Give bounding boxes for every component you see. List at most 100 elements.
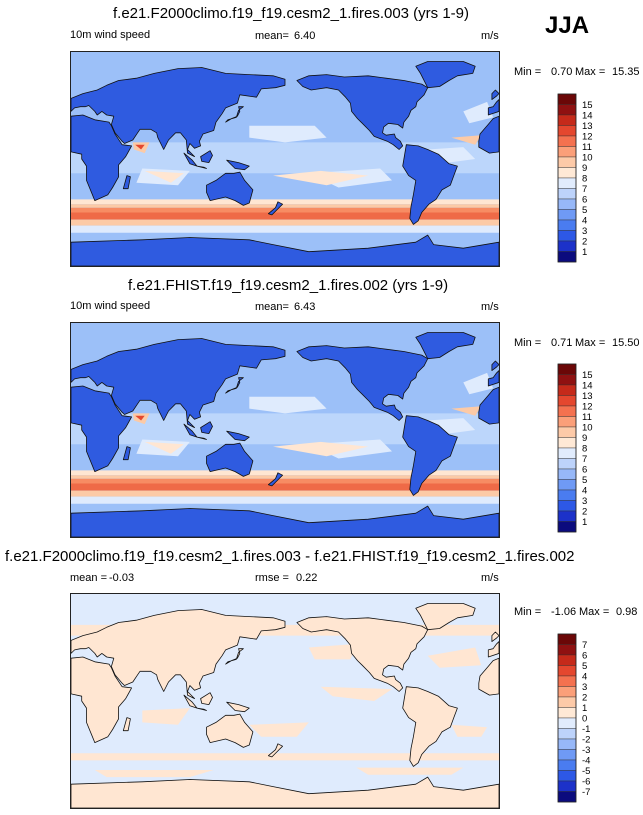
panel-2-min-value: 0.71 [551, 337, 573, 349]
panel-2-landmass [415, 332, 476, 360]
panel-2-colorbar-swatch [557, 521, 577, 533]
panel-1-mean-value: 6.40 [294, 30, 316, 42]
panel-3-colorbar-swatch [557, 791, 577, 803]
panel-2-colorbar-swatch [557, 447, 577, 459]
panel-2-colorbar-tick-label: 6 [582, 465, 587, 476]
panel-3-colorbar-swatch [557, 780, 577, 792]
panel-2-landmass [71, 385, 132, 472]
panel-1-landmass [415, 61, 476, 89]
panel-3-colorbar-swatch [557, 675, 577, 687]
panel-2-colorbar-tick-label: 15 [582, 370, 593, 381]
panel-1-map-canvas [71, 52, 499, 266]
panel-3-colorbar-swatch [557, 728, 577, 740]
panel-1-contour-region [135, 144, 145, 150]
panel-1-landmass [122, 175, 131, 190]
panel-1-colorbar-swatch [557, 104, 577, 116]
panel-3-colorbar-swatch [557, 644, 577, 656]
panel-1-colorbar-tick-label: 10 [582, 153, 593, 164]
panel-2-colorbar-swatch [557, 510, 577, 522]
panel-1-landmass [71, 234, 499, 266]
panel-2-colorbar-swatch [557, 437, 577, 449]
panel-1-landmass [296, 74, 429, 150]
panel-3-mean-value: -0.03 [109, 572, 135, 584]
panel-2-max-label: Max = [575, 337, 606, 349]
panel-1-max-label: Max = [575, 66, 606, 78]
panel-3-colorbar-tick-label: 4 [582, 672, 587, 683]
panel-3-colorbar-swatch [557, 749, 577, 761]
panel-3-colorbar-tick-label: -1 [582, 724, 590, 735]
panel-2-colorbar-frame [557, 363, 577, 533]
panel-3-colorbar-tick-label: 0 [582, 714, 587, 725]
panel-2-landmass [296, 345, 429, 421]
panel-1-colorbar-tick-label: 6 [582, 195, 587, 206]
panel-1-colorbar-tick-label: 3 [582, 226, 587, 237]
panel-3-max-label: Max = [579, 606, 610, 618]
panel-3-colorbar-tick-label: 6 [582, 651, 587, 662]
panel-2-colorbar-tick-label: 13 [582, 391, 593, 402]
panel-3-contour-region [451, 724, 488, 737]
panel-3-contour-region [320, 686, 392, 701]
panel-3-min-label: Min = [514, 606, 542, 618]
panel-1-colorbar-tick-label: 1 [582, 247, 587, 258]
panel-2-max-value: 15.50 [612, 337, 640, 349]
panel-1-contour-region [71, 207, 499, 213]
panel-1-colorbar-swatch [557, 167, 577, 179]
panel-2-landmass [200, 421, 213, 434]
panel-3-rmse-label: rmse = [255, 572, 289, 584]
panel-2-colorbar-tick-label: 5 [582, 475, 587, 486]
panel-1-max-value: 15.35 [612, 66, 640, 78]
panel-2-map [70, 322, 500, 538]
panel-1-contour-region [71, 142, 499, 174]
panel-1-colorbar-tick-label: 14 [582, 111, 593, 122]
panel-3-colorbar-swatch [557, 770, 577, 782]
panel-3-colorbar-swatch [557, 696, 577, 708]
panel-2-mean-value: 6.43 [294, 301, 316, 313]
panel-1-landmass [200, 150, 213, 163]
panel-3-landmass [206, 713, 254, 748]
panel-3-rmse-value: 0.22 [296, 572, 318, 584]
panel-1-colorbar-tick-label: 12 [582, 132, 593, 143]
panel-3-colorbar-tick-label: -6 [582, 777, 590, 788]
panel-2-landmass [491, 360, 499, 371]
panel-1-landmass [196, 165, 207, 169]
panel-1-colorbar-swatch [557, 219, 577, 231]
panel-3-landmass [71, 609, 286, 699]
panel-3-contour-region [94, 770, 214, 778]
panel-3-colorbar-tick-label: 2 [582, 693, 587, 704]
panel-3-colorbar-swatch [557, 633, 577, 645]
panel-2-colorbar-tick-label: 9 [582, 433, 587, 444]
panel-3-landmass [71, 656, 132, 743]
panel-1-mean-label: mean= [255, 30, 289, 42]
panel-1-colorbar-swatch [557, 188, 577, 200]
panel-2-map-canvas [71, 323, 499, 537]
panel-3-colorbar-tick-label: -4 [582, 756, 590, 767]
panel-1-colorbar-swatch [557, 240, 577, 252]
panel-1-min-label: Min = [514, 66, 542, 78]
panel-3-colorbar-swatch [557, 686, 577, 698]
panel-1-colorbar-tick-label: 7 [582, 184, 587, 195]
panel-2-landmass [225, 377, 244, 394]
panel-2-colorbar-tick-label: 1 [582, 517, 587, 528]
panel-2-contour-region [71, 478, 499, 484]
panel-1-colorbar-swatch [557, 251, 577, 263]
panel-2-contour-region [71, 483, 499, 491]
panel-2-landmass [71, 505, 499, 537]
panel-1-colorbar-swatch [557, 198, 577, 210]
panel-2-mean-label: mean= [255, 301, 289, 313]
panel-3-landmass [122, 717, 131, 732]
panel-2-landmass [402, 415, 458, 496]
panel-3-colorbar-tick-label: 7 [582, 640, 587, 651]
panel-3-map-canvas [71, 594, 499, 808]
panel-1-colorbar-tick-label: 9 [582, 163, 587, 174]
panel-3-colorbar-swatch [557, 654, 577, 666]
panel-1-landmass [402, 144, 458, 225]
panel-3-colorbar-tick-label: -7 [582, 787, 590, 798]
panel-2-landmass [478, 386, 499, 425]
panel-2-colorbar-swatch [557, 426, 577, 438]
panel-3-landmass [71, 776, 499, 808]
panel-2-colorbar-swatch [557, 395, 577, 407]
panel-3-colorbar-tick-label: 5 [582, 661, 587, 672]
